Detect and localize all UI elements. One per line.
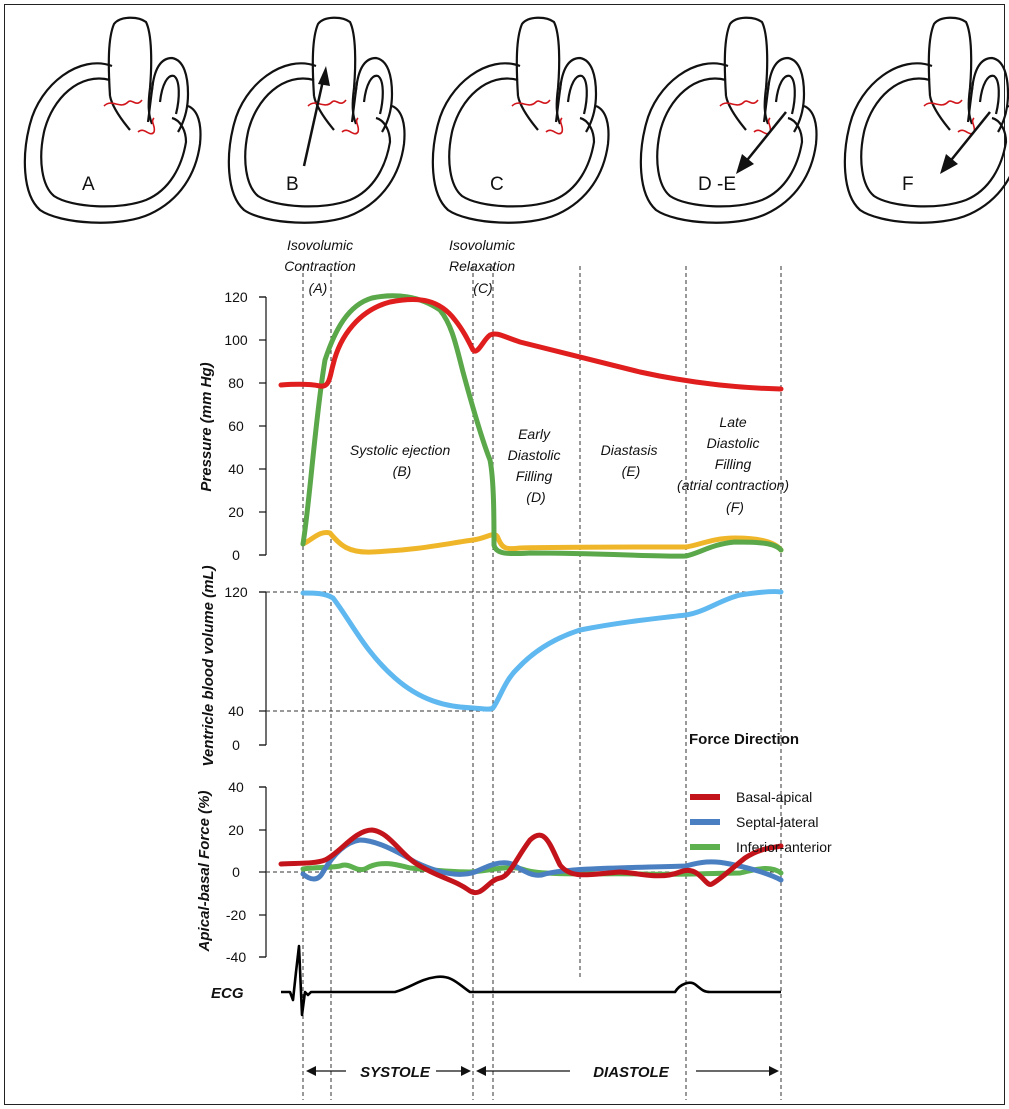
legend-item-label: Inferior-anterior [736, 839, 832, 855]
pressure-tick-label: 80 [228, 375, 244, 391]
label-isovolumic-contraction: Isovolumic Contraction (A) [284, 237, 359, 296]
cycle-bar: SYSTOLE DIASTOLE [306, 1064, 779, 1081]
heart-schematic: C [431, 16, 610, 224]
basal-apical-force-curve [278, 827, 784, 896]
aortic-pressure-curve [278, 297, 784, 392]
force-tick-label: -40 [226, 949, 246, 965]
legend-title: Force Direction [689, 731, 799, 748]
phase-labels: Isovolumic Contraction (A) Isovolumic Re… [284, 237, 793, 515]
force-legend: Basal-apical Septal-lateral Inferior-anter… [690, 789, 832, 855]
pressure-tick-label: 0 [232, 547, 240, 563]
heart-label: B [286, 174, 299, 195]
volume-axis-label: Ventricle blood volume (mL) [200, 565, 217, 766]
label-isovolumic-relaxation: Isovolumic Relaxation (C) [449, 237, 519, 296]
ecg-label: ECG [211, 985, 244, 1002]
force-panel: Apical-basal Force (%) 40 20 0 -20 -40 Force… [196, 731, 832, 965]
force-tick-label: 0 [232, 864, 240, 880]
heart-schematic: A [23, 16, 202, 224]
heart-label: F [902, 174, 914, 195]
heart-label: C [490, 174, 504, 195]
inferior-anterior-force-curve [300, 861, 784, 877]
pressure-tick-label: 60 [228, 418, 244, 434]
label-systolic-ejection: Systolic ejection (B) [350, 442, 454, 479]
label-late-diastolic-filling: Late Diastolic Filling (atrial contracti… [677, 414, 793, 515]
heart-schematic: F [843, 16, 1009, 224]
heart-schematic: B [227, 16, 406, 224]
force-tick-label: 20 [228, 822, 244, 838]
phase-boundaries [302, 266, 782, 1100]
heart-schematic: D -E [639, 16, 818, 224]
pressure-tick-label: 120 [224, 289, 248, 305]
force-tick-label: -20 [226, 907, 246, 923]
heart-schematics-row: A B C D -E F [23, 16, 1009, 224]
force-ticks: 40 20 0 -20 -40 [226, 779, 266, 965]
force-axis-label: Apical-basal Force (%) [196, 791, 213, 953]
ventricular-pressure-curve [300, 293, 784, 559]
volume-panel: Ventricle blood volume (mL) 120 40 0 [200, 565, 784, 767]
pressure-tick-label: 20 [228, 504, 244, 520]
systole-label: SYSTOLE [360, 1064, 431, 1081]
heart-label: A [82, 174, 95, 195]
pressure-tick-label: 100 [224, 332, 248, 348]
atrial-pressure-curve [300, 529, 784, 555]
volume-tick-label: 0 [232, 737, 240, 753]
ventricle-volume-curve [300, 589, 784, 712]
ecg-panel: ECG [211, 944, 781, 1017]
volume-tick-label: 120 [224, 584, 248, 600]
diastole-label: DIASTOLE [593, 1064, 670, 1081]
legend-item-label: Basal-apical [736, 789, 812, 805]
force-tick-label: 40 [228, 779, 244, 795]
volume-tick-label: 40 [228, 703, 244, 719]
pressure-axis-label: Pressure (mm Hg) [198, 362, 215, 491]
ecg-trace [281, 944, 781, 1017]
legend-item-label: Septal-lateral [736, 814, 819, 830]
heart-label: D -E [698, 174, 736, 195]
label-early-diastolic-filling: Early Diastolic Filling (D) [508, 426, 565, 505]
volume-ticks: 120 40 0 [224, 584, 266, 753]
pressure-tick-label: 40 [228, 461, 244, 477]
pressure-panel: Pressure (mm Hg) 120 100 80 60 40 20 0 [198, 289, 784, 563]
figure-frame [4, 4, 1005, 1105]
pressure-ticks: 120 100 80 60 40 20 0 [224, 289, 266, 563]
label-diastasis: Diastasis (E) [601, 442, 662, 479]
